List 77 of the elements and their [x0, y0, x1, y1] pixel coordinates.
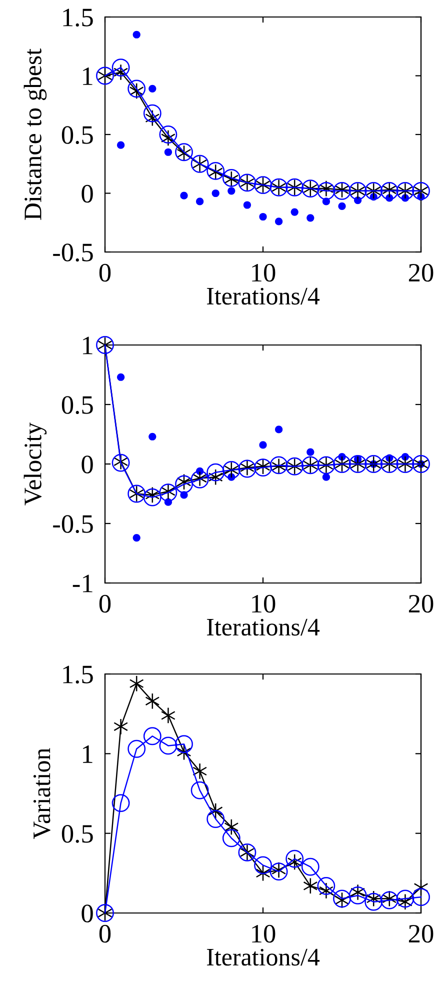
point [364, 892, 383, 911]
point [143, 727, 162, 746]
y-tick-label: 0 [82, 904, 93, 922]
point [259, 212, 267, 221]
point [338, 202, 346, 210]
y-tick-label: 0.5 [62, 396, 93, 414]
point [317, 182, 336, 200]
point [112, 794, 130, 812]
x-axis-title: Iterations/4 [206, 948, 320, 966]
point [290, 208, 298, 216]
point [274, 218, 283, 226]
y-tick-label: -1 [72, 574, 92, 592]
point [128, 80, 146, 98]
y-tick-label: 1 [83, 745, 92, 763]
x-tick-label: 0 [99, 264, 111, 282]
point [116, 141, 125, 149]
point [222, 829, 240, 848]
point [306, 214, 314, 222]
point [254, 856, 272, 874]
x-tick-label: 10 [252, 924, 276, 943]
point [190, 781, 209, 800]
point [159, 126, 178, 144]
point [175, 735, 193, 754]
point [143, 104, 162, 122]
x-tick-label: 0 [99, 924, 111, 943]
point [159, 736, 178, 755]
y-tick-label: -0.5 [53, 244, 93, 262]
x-tick-label: 20 [408, 924, 434, 943]
point [148, 432, 156, 440]
x-axis-title: Iterations/4 [206, 288, 320, 305]
y-tick-label: 1 [83, 336, 92, 354]
point [132, 534, 140, 542]
point [259, 441, 267, 449]
point [206, 463, 225, 482]
point [286, 850, 304, 868]
point [175, 475, 193, 494]
point [322, 473, 330, 481]
point [128, 740, 146, 758]
y-tick-label: 1 [83, 67, 92, 85]
point [212, 189, 220, 198]
point [116, 373, 125, 381]
point [180, 192, 188, 200]
x-tick-label: 10 [252, 594, 276, 613]
y-axis-title: Distance to gbest [24, 48, 47, 220]
point [206, 810, 225, 828]
y-tick-label: 1.5 [63, 666, 93, 684]
point [412, 888, 430, 906]
point [148, 84, 156, 92]
y-axis-title: Variation [33, 748, 50, 840]
point [301, 858, 320, 876]
point [396, 890, 414, 908]
point [114, 718, 128, 735]
point [317, 876, 336, 895]
y-tick-label: 0.5 [62, 824, 93, 843]
point [192, 762, 208, 780]
x-tick-label: 20 [408, 264, 434, 282]
x-tick-label: 20 [408, 594, 434, 613]
x-tick-label: 0 [99, 594, 111, 613]
y-tick-label: 1.5 [63, 8, 93, 27]
x-axis-title: Iterations/4 [206, 618, 320, 636]
point [348, 886, 367, 904]
x-tick-label: 10 [252, 264, 276, 282]
point [274, 426, 283, 434]
y-tick-label: 0 [82, 456, 93, 474]
point [196, 198, 204, 206]
point [132, 30, 140, 38]
point [164, 148, 172, 156]
point [306, 448, 314, 456]
point [112, 58, 130, 76]
point [228, 187, 236, 195]
point [143, 488, 162, 506]
point [243, 201, 252, 209]
y-tick-label: 0 [82, 184, 93, 203]
point [160, 707, 176, 724]
y-axis-title: Velocity [24, 422, 47, 506]
y-tick-label: -0.5 [53, 515, 93, 534]
y-tick-label: 0.5 [62, 126, 93, 144]
